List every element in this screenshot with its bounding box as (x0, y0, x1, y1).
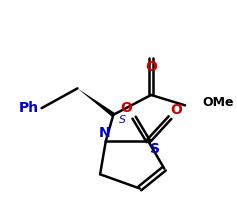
Text: O: O (121, 101, 132, 115)
Text: O: O (145, 60, 157, 74)
Text: N: N (99, 126, 111, 140)
Text: S: S (150, 142, 160, 156)
Text: O: O (171, 103, 182, 117)
Text: OMe: OMe (202, 96, 234, 109)
Text: Ph: Ph (18, 101, 38, 115)
Polygon shape (77, 88, 115, 117)
Text: S: S (119, 116, 126, 126)
